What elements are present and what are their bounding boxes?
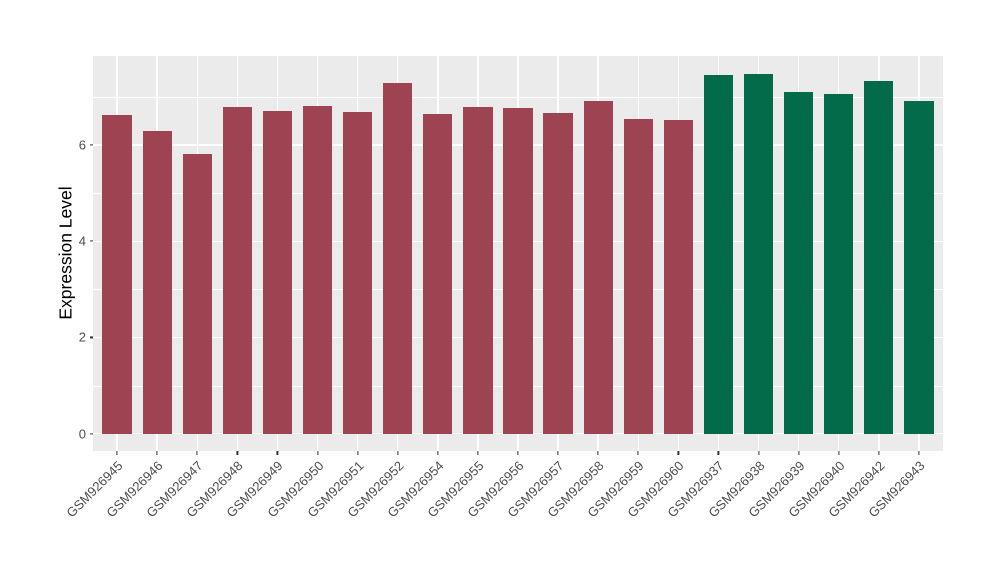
bar-GSM926952 [383, 83, 413, 434]
bar-GSM926946 [142, 131, 172, 434]
bar-GSM926951 [342, 112, 373, 434]
x-axis-tick [276, 451, 279, 455]
bar-GSM926940 [824, 93, 854, 434]
y-tick-label: 6 [78, 137, 86, 153]
x-axis-tick [878, 451, 880, 455]
bar-GSM926960 [663, 119, 693, 434]
x-axis-tick [196, 451, 198, 455]
x-axis-tick [517, 451, 519, 455]
x-axis-tick [838, 451, 840, 455]
bar-GSM926956 [503, 108, 533, 434]
bar-GSM926954 [423, 113, 453, 434]
x-axis-tick [798, 451, 800, 455]
x-axis-tick [477, 451, 479, 455]
bar-GSM926945 [102, 115, 132, 434]
x-axis-tick [116, 451, 118, 455]
x-axis-tick [357, 451, 359, 455]
bar-GSM926939 [784, 92, 814, 434]
bar-GSM926937 [703, 74, 734, 434]
gridline-horizontal-minor [93, 96, 943, 98]
x-axis-tick [717, 451, 720, 455]
y-axis-tick [89, 336, 93, 339]
y-tick-label: 0 [78, 426, 86, 442]
bar-GSM926957 [543, 113, 573, 434]
x-axis-tick [757, 451, 760, 455]
x-axis-tick [156, 451, 158, 455]
y-tick-label: 2 [78, 329, 86, 345]
x-axis-tick [597, 451, 599, 455]
x-axis-tick [437, 451, 439, 455]
y-axis-tick [89, 144, 93, 146]
x-axis-tick [918, 451, 920, 455]
bar-GSM926943 [904, 100, 934, 434]
x-axis-tick [677, 451, 679, 455]
x-axis-tick [316, 451, 319, 455]
bar-GSM926955 [463, 106, 493, 434]
x-axis-tick [236, 451, 238, 455]
y-axis-title: Expression Level [55, 186, 76, 320]
bar-GSM926947 [182, 153, 212, 434]
bar-GSM926938 [743, 74, 774, 434]
bar-GSM926949 [262, 110, 293, 434]
x-axis-tick [397, 451, 399, 455]
bar-GSM926942 [864, 80, 894, 434]
x-axis-tick [637, 451, 639, 455]
bar-GSM926958 [583, 100, 613, 434]
bar-GSM926959 [623, 119, 653, 434]
x-axis-tick [557, 451, 559, 455]
y-tick-label: 4 [78, 233, 86, 249]
bar-GSM926948 [222, 106, 252, 434]
bar-GSM926950 [302, 105, 333, 434]
y-axis-tick [89, 433, 93, 435]
y-axis-tick [89, 240, 93, 242]
